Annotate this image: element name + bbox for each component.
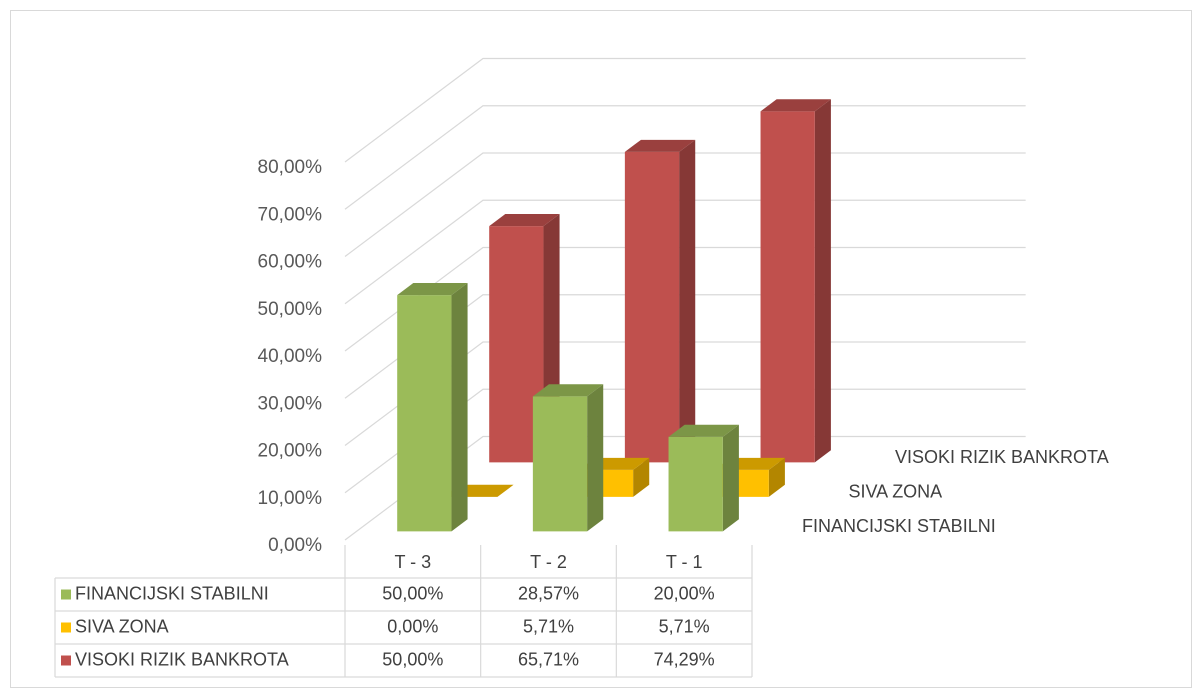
bar-side [633,457,650,497]
grid-line [344,388,1026,494]
y-tick-label: 70,00% [258,204,323,225]
grid-line [344,152,1026,257]
grid-line [344,105,1026,210]
table-value: 5,71% [659,616,710,636]
bar-side [768,457,785,497]
bar [668,424,739,532]
bar [760,99,831,463]
bar-top [397,283,468,296]
x-tick-label: T - 3 [394,552,431,572]
bar-top [489,214,560,227]
y-tick-label: 20,00% [258,441,323,462]
bar-side [679,139,696,463]
bar-top [668,424,739,437]
y-tick-label: 80,00% [258,157,323,178]
legend-label: VISOKI RIZIK BANKROTA [75,649,289,669]
bar-side [722,424,739,532]
depth-label: SIVA ZONA [849,481,943,501]
bar-side [587,384,604,532]
grid-line [344,246,1026,352]
bar-front [760,111,815,463]
bar-side [451,283,468,532]
bar-top [532,384,604,397]
bar [397,283,468,532]
depth-label: VISOKI RIZIK BANKROTA [895,447,1109,467]
bar-top [624,139,696,152]
table-value: 50,00% [382,583,443,603]
depth-label: FINANCIJSKI STABILNI [802,516,996,536]
legend-label: FINANCIJSKI STABILNI [75,583,269,603]
table-value: 28,57% [518,583,579,603]
y-tick-label: 60,00% [258,252,323,273]
grid-line [344,435,1026,541]
table-value: 20,00% [654,583,715,603]
table-value: 50,00% [382,649,443,669]
grid-line [344,57,1026,163]
bar-front [624,151,680,463]
bar-side [814,99,831,463]
table-value: 5,71% [523,616,574,636]
x-tick-label: T - 1 [666,552,703,572]
bar-front [532,396,588,532]
grid-line [344,341,1026,446]
legend-swatch [61,589,71,600]
bar-front [489,226,544,463]
grid-line [344,294,1026,399]
table-value: 0,00% [387,616,438,636]
y-tick-label: 50,00% [258,299,323,320]
bar-front [397,295,452,532]
bar-top [760,99,831,112]
legend-swatch [61,655,71,666]
table-value: 74,29% [654,649,715,669]
legend-label: SIVA ZONA [75,616,169,636]
table-value: 65,71% [518,649,579,669]
chart-frame [10,10,1192,688]
x-tick-label: T - 2 [530,552,567,572]
legend-swatch [61,622,71,633]
grid-line [344,199,1026,305]
bar [532,384,604,532]
y-tick-label: 40,00% [258,346,323,367]
bar [624,139,696,463]
y-tick-label: 0,00% [268,535,322,556]
y-tick-label: 10,00% [258,488,323,509]
y-tick-label: 30,00% [258,393,323,414]
bar-front [668,436,723,532]
